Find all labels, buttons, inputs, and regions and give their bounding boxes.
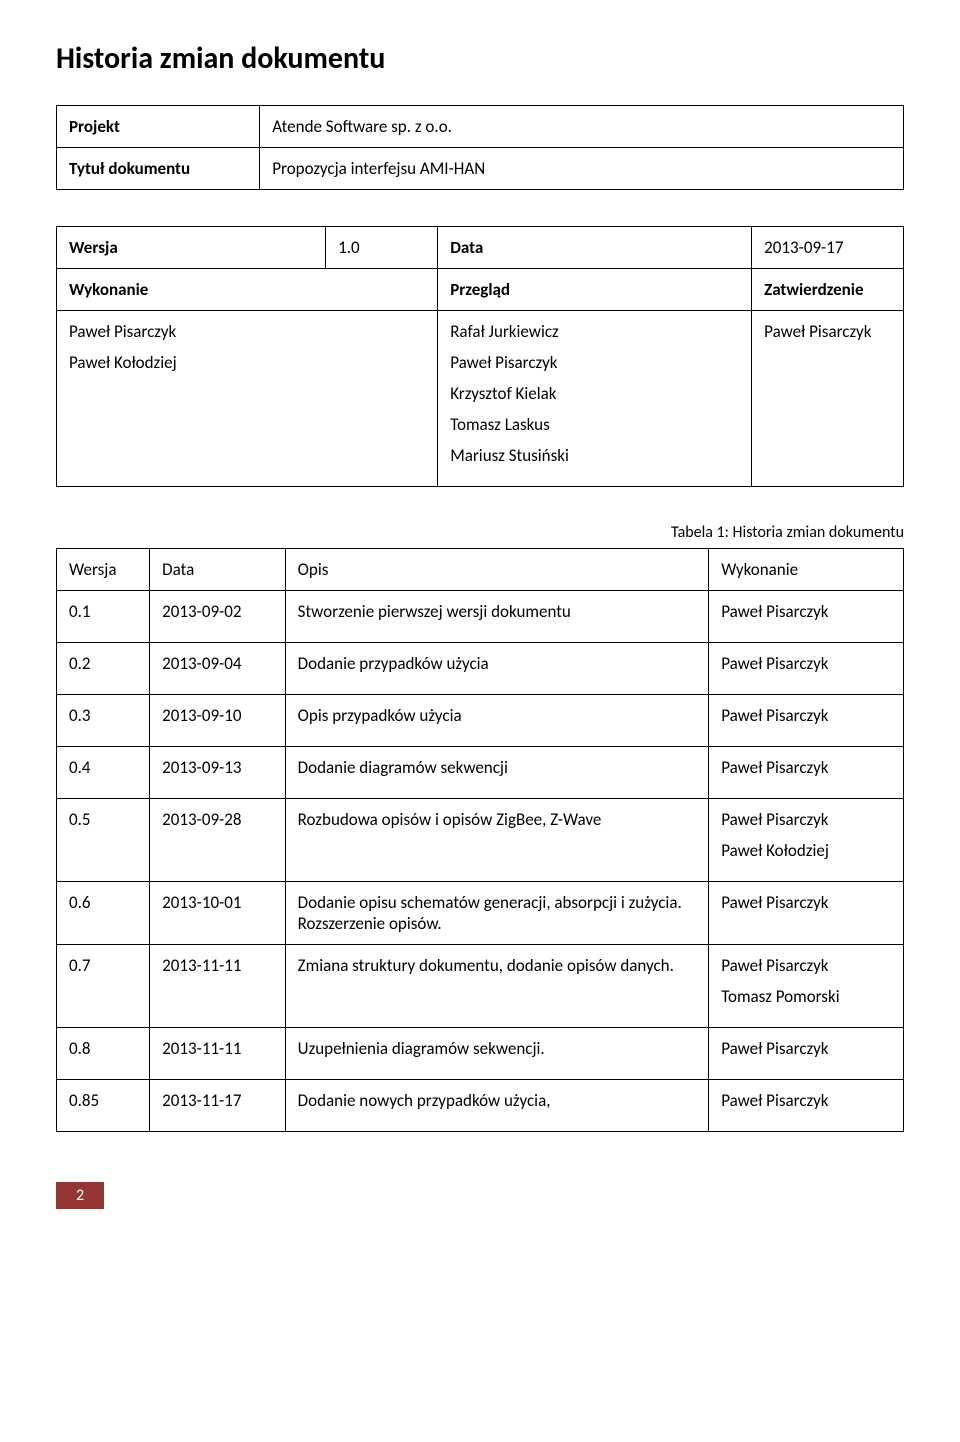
- zatwierdzenie-person: Paweł Pisarczyk: [764, 321, 891, 342]
- table-row: 0.42013-09-13Dodanie diagramów sekwencji…: [57, 747, 904, 799]
- cell-opis: Rozbudowa opisów i opisów ZigBee, Z-Wave: [285, 799, 709, 882]
- page-title: Historia zmian dokumentu: [56, 40, 904, 77]
- table-row: 0.32013-09-10Opis przypadków użyciaPaweł…: [57, 695, 904, 747]
- cell-data: 2013-11-17: [150, 1080, 286, 1132]
- wykonanie-person: Paweł Pisarczyk: [69, 321, 425, 342]
- cell-opis: Uzupełnienia diagramów sekwencji.: [285, 1028, 709, 1080]
- cell-opis: Zmiana struktury dokumentu, dodanie opis…: [285, 945, 709, 1028]
- cell-opis: Dodanie przypadków użycia: [285, 643, 709, 695]
- version-approval-table: Wersja 1.0 Data 2013-09-17 Wykonanie Prz…: [56, 226, 904, 487]
- przeglad-person: Tomasz Laskus: [450, 414, 739, 435]
- cell-wersja: 0.2: [57, 643, 150, 695]
- przeglad-person: Paweł Pisarczyk: [450, 352, 739, 373]
- meta-projekt-value: Atende Software sp. z o.o.: [260, 106, 904, 148]
- cell-data: 2013-09-02: [150, 591, 286, 643]
- table-row: 0.82013-11-11Uzupełnienia diagramów sekw…: [57, 1028, 904, 1080]
- cell-wykonanie: Paweł Pisarczyk: [709, 1080, 904, 1132]
- cell-wykonanie: Paweł Pisarczyk: [709, 747, 904, 799]
- meta-tytul-label: Tytuł dokumentu: [57, 148, 260, 190]
- data-value: 2013-09-17: [752, 227, 904, 269]
- cell-wykonanie: Paweł Pisarczyk: [709, 643, 904, 695]
- cell-data: 2013-11-11: [150, 945, 286, 1028]
- wykonanie-cell: Paweł Pisarczyk Paweł Kołodziej: [57, 311, 438, 487]
- przeglad-person: Krzysztof Kielak: [450, 383, 739, 404]
- table-row: 0.72013-11-11Zmiana struktury dokumentu,…: [57, 945, 904, 1028]
- col-wersja: Wersja: [57, 549, 150, 591]
- cell-wykonanie: Paweł Pisarczyk: [709, 882, 904, 945]
- cell-wersja: 0.85: [57, 1080, 150, 1132]
- table-row: 0.62013-10-01Dodanie opisu schematów gen…: [57, 882, 904, 945]
- zatwierdzenie-label: Zatwierdzenie: [752, 269, 904, 311]
- table-row: 0.52013-09-28Rozbudowa opisów i opisów Z…: [57, 799, 904, 882]
- przeglad-person: Rafał Jurkiewicz: [450, 321, 739, 342]
- table-row: 0.852013-11-17Dodanie nowych przypadków …: [57, 1080, 904, 1132]
- cell-wykonanie: Paweł Pisarczyk: [709, 1028, 904, 1080]
- cell-wykonanie: Paweł PisarczykPaweł Kołodziej: [709, 799, 904, 882]
- cell-data: 2013-09-28: [150, 799, 286, 882]
- col-wykonanie: Wykonanie: [709, 549, 904, 591]
- przeglad-cell: Rafał Jurkiewicz Paweł Pisarczyk Krzyszt…: [438, 311, 752, 487]
- cell-wykonanie: Paweł PisarczykTomasz Pomorski: [709, 945, 904, 1028]
- col-opis: Opis: [285, 549, 709, 591]
- cell-opis: Dodanie opisu schematów generacji, absor…: [285, 882, 709, 945]
- meta-table: Projekt Atende Software sp. z o.o. Tytuł…: [56, 105, 904, 190]
- cell-opis: Stworzenie pierwszej wersji dokumentu: [285, 591, 709, 643]
- cell-data: 2013-09-04: [150, 643, 286, 695]
- wersja-label: Wersja: [57, 227, 326, 269]
- cell-wersja: 0.8: [57, 1028, 150, 1080]
- cell-data: 2013-09-10: [150, 695, 286, 747]
- cell-data: 2013-09-13: [150, 747, 286, 799]
- cell-wykonanie: Paweł Pisarczyk: [709, 591, 904, 643]
- data-label: Data: [438, 227, 752, 269]
- history-table: Wersja Data Opis Wykonanie 0.12013-09-02…: [56, 548, 904, 1132]
- przeglad-person: Mariusz Stusiński: [450, 445, 739, 466]
- cell-opis: Opis przypadków użycia: [285, 695, 709, 747]
- przeglad-label: Przegląd: [438, 269, 752, 311]
- zatwierdzenie-cell: Paweł Pisarczyk: [752, 311, 904, 487]
- cell-opis: Dodanie nowych przypadków użycia,: [285, 1080, 709, 1132]
- col-data: Data: [150, 549, 286, 591]
- wykonanie-person: Paweł Kołodziej: [69, 352, 425, 373]
- page-number-badge: 2: [56, 1182, 104, 1209]
- table-row: 0.22013-09-04Dodanie przypadków użyciaPa…: [57, 643, 904, 695]
- meta-projekt-label: Projekt: [57, 106, 260, 148]
- cell-wersja: 0.7: [57, 945, 150, 1028]
- cell-data: 2013-10-01: [150, 882, 286, 945]
- wykonanie-label: Wykonanie: [57, 269, 438, 311]
- cell-wersja: 0.1: [57, 591, 150, 643]
- cell-wykonanie: Paweł Pisarczyk: [709, 695, 904, 747]
- cell-wersja: 0.6: [57, 882, 150, 945]
- cell-data: 2013-11-11: [150, 1028, 286, 1080]
- wersja-value: 1.0: [326, 227, 438, 269]
- cell-wersja: 0.4: [57, 747, 150, 799]
- cell-opis: Dodanie diagramów sekwencji: [285, 747, 709, 799]
- meta-tytul-value: Propozycja interfejsu AMI-HAN: [260, 148, 904, 190]
- table-caption: Tabela 1: Historia zmian dokumentu: [56, 523, 904, 542]
- cell-wersja: 0.5: [57, 799, 150, 882]
- cell-wersja: 0.3: [57, 695, 150, 747]
- table-row: 0.12013-09-02Stworzenie pierwszej wersji…: [57, 591, 904, 643]
